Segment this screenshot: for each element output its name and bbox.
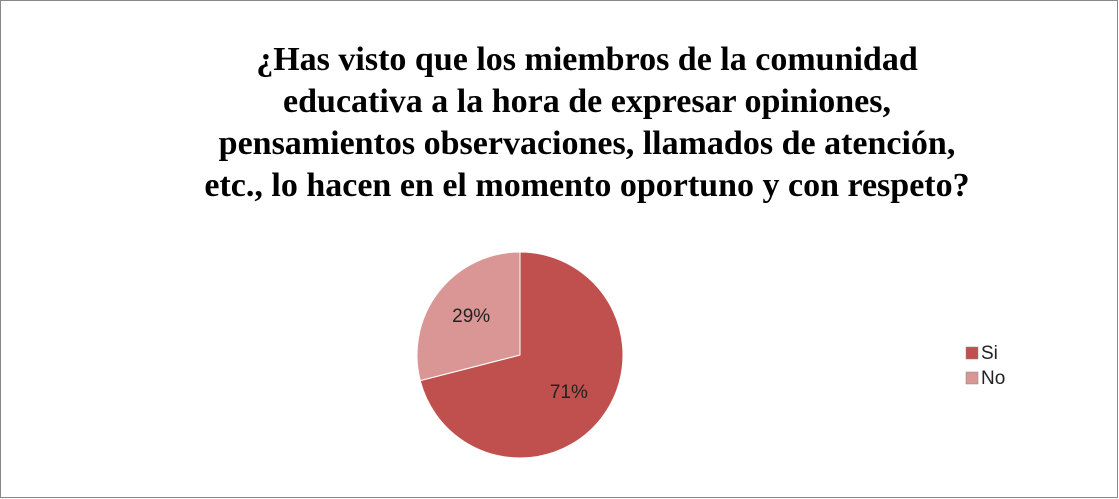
legend-label: No — [981, 368, 1005, 389]
data-label: 71% — [550, 382, 588, 403]
chart-title: ¿Has visto que los miembros de la comuni… — [256, 41, 918, 78]
legend-swatch — [965, 371, 979, 385]
pie-slice — [416, 251, 521, 382]
chart-title: educativa a la hora de expresar opinione… — [283, 83, 891, 120]
pie-slice — [419, 251, 624, 459]
legend-label: Si — [981, 343, 998, 364]
data-label: 29% — [452, 306, 490, 327]
legend-swatch — [965, 346, 979, 360]
chart-title: etc., lo hacen en el momento oportuno y … — [204, 167, 969, 204]
chart-title: pensamientos observaciones, llamados de … — [219, 125, 956, 162]
